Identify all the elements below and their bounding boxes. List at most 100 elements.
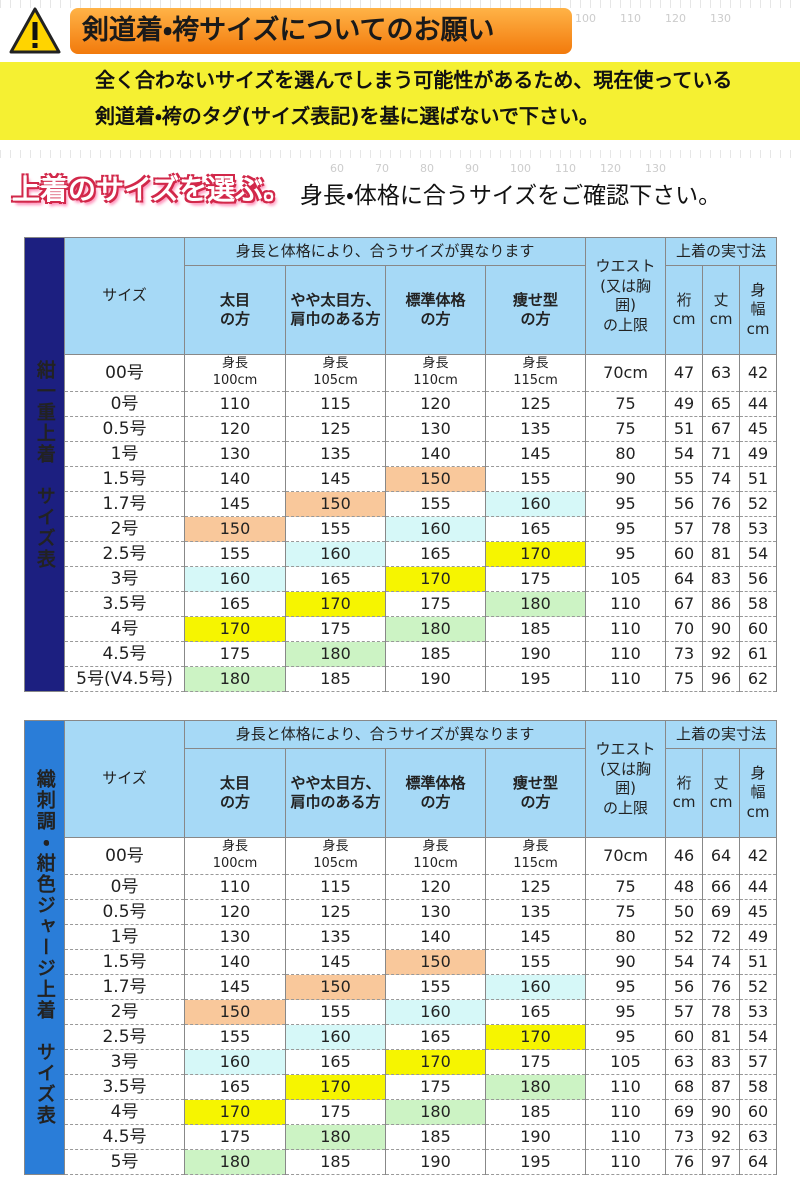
ruler-label: 120 xyxy=(600,162,621,175)
data-row: 2号 150 155 160 165 95 57 78 53 xyxy=(25,516,778,542)
section-text: 身長・体格に合うサイズをご確認下さい。 xyxy=(300,183,722,209)
text-line: の方 xyxy=(219,793,250,811)
size-cell: 5号 xyxy=(64,1149,185,1175)
text-line: の方 xyxy=(420,793,451,811)
ruler-label: 100 xyxy=(510,162,531,175)
measure-header: 裄 cm xyxy=(665,265,704,355)
value-cell: 135 xyxy=(484,899,587,925)
body-type-header: 痩せ型 の方 xyxy=(484,748,587,838)
size-cell: 1.7号 xyxy=(64,491,185,517)
value-cell: 120 xyxy=(184,416,286,442)
value-cell: 110 xyxy=(585,616,667,642)
size-cell: 0号 xyxy=(64,391,185,417)
side-label: 織刺調・紺色ジャージ上着 サイズ表 xyxy=(24,720,65,1175)
value-cell: 190 xyxy=(385,666,486,692)
value-cell: 63 xyxy=(739,1124,778,1150)
text-line: (又は胸 xyxy=(600,276,651,295)
value-cell: 180 xyxy=(484,1074,587,1100)
data-row: 1.7号 145 150 155 160 95 56 76 52 xyxy=(25,974,778,1000)
value-cell: 170 xyxy=(385,566,486,592)
value-cell: 95 xyxy=(585,999,667,1025)
value-cell: 110 xyxy=(184,874,286,900)
text-line: の上限 xyxy=(603,798,649,817)
text-line: 肩巾のある方 xyxy=(290,310,381,328)
body-type-header: 太目 の方 xyxy=(184,265,286,355)
value-cell: 身長 115cm xyxy=(484,837,587,875)
value-cell: 160 xyxy=(184,566,286,592)
value-cell: 160 xyxy=(285,1024,386,1050)
value-cell: 185 xyxy=(385,641,486,667)
text-line: 115cm xyxy=(513,856,558,871)
value-cell: 62 xyxy=(739,666,778,692)
value-cell: 44 xyxy=(739,874,778,900)
value-cell: 140 xyxy=(184,949,286,975)
value-cell: 46 xyxy=(665,837,704,875)
value-cell: 155 xyxy=(484,466,587,492)
value-cell: 185 xyxy=(385,1124,486,1150)
measure-header: 丈 cm xyxy=(702,265,741,355)
size-cell: 3.5号 xyxy=(64,591,185,617)
value-cell: 120 xyxy=(184,899,286,925)
value-cell: 97 xyxy=(702,1149,741,1175)
value-cell: 170 xyxy=(285,1074,386,1100)
data-row: 2号 150 155 160 165 95 57 78 53 xyxy=(25,999,778,1025)
text-line: 身長 xyxy=(422,356,449,372)
value-cell: 175 xyxy=(385,591,486,617)
value-cell: 150 xyxy=(285,491,386,517)
value-cell: 165 xyxy=(285,566,386,592)
section-heading: 上着のサイズを選ぶ。 身長・体格に合うサイズをご確認下さい。 xyxy=(0,160,800,216)
text-line: の上限 xyxy=(603,315,649,334)
value-cell: 54 xyxy=(665,949,704,975)
value-cell: 52 xyxy=(665,924,704,950)
text-line: の方 xyxy=(420,310,451,328)
text-line: cm xyxy=(746,319,770,338)
header-cell: 身長と体格により、合うサイズが異なります xyxy=(183,237,587,266)
value-cell: 68 xyxy=(665,1074,704,1100)
value-cell: 110 xyxy=(585,591,667,617)
value-cell: 110 xyxy=(184,391,286,417)
value-cell: 160 xyxy=(285,541,386,567)
value-cell: 身長 100cm xyxy=(184,837,286,875)
value-cell: 180 xyxy=(285,1124,386,1150)
measure-header: 身幅 cm xyxy=(739,265,778,355)
data-row: 1.7号 145 150 155 160 95 56 76 52 xyxy=(25,491,778,517)
value-cell: 95 xyxy=(585,491,667,517)
text-line: 身 xyxy=(750,763,766,782)
value-cell: 155 xyxy=(385,974,486,1000)
ruler-label: 100 xyxy=(575,12,596,25)
size-cell: 0.5号 xyxy=(64,899,185,925)
data-row: 0号 110 115 120 125 75 48 66 44 xyxy=(25,874,778,900)
value-cell: 86 xyxy=(702,591,741,617)
text-line: 標準体格 xyxy=(405,290,466,309)
warning-icon xyxy=(9,7,61,54)
value-cell: 64 xyxy=(739,1149,778,1175)
value-cell: 190 xyxy=(484,1124,587,1150)
ruler-label: 110 xyxy=(620,12,641,25)
value-cell: 身長 110cm xyxy=(385,837,486,875)
value-cell: 180 xyxy=(184,1149,286,1175)
value-cell: 110 xyxy=(585,1124,667,1150)
size-cell: 1.7号 xyxy=(64,974,185,1000)
value-cell: 135 xyxy=(285,441,386,467)
text-line: 囲) xyxy=(615,296,636,314)
value-cell: 180 xyxy=(184,666,286,692)
value-cell: 170 xyxy=(385,1049,486,1075)
text-line: 丈 xyxy=(713,290,729,309)
section-label: 上着のサイズを選ぶ。 xyxy=(12,173,292,206)
value-cell: 155 xyxy=(484,949,587,975)
value-cell: 150 xyxy=(385,949,486,975)
value-cell: 150 xyxy=(285,974,386,1000)
ruler-label: 120 xyxy=(665,12,686,25)
value-cell: 42 xyxy=(739,837,778,875)
notice: 全く合わないサイズを選んでしまう可能性があるため、現在使っている 剣道着・袴のタ… xyxy=(0,62,800,140)
value-cell: 51 xyxy=(665,416,704,442)
value-cell: 78 xyxy=(702,516,741,542)
value-cell: 150 xyxy=(184,516,286,542)
text-line: 幅 xyxy=(750,300,766,319)
value-cell: 74 xyxy=(702,949,741,975)
value-cell: 75 xyxy=(585,874,667,900)
value-cell: 110 xyxy=(585,1074,667,1100)
value-cell: 165 xyxy=(484,999,587,1025)
value-cell: 51 xyxy=(739,949,778,975)
value-cell: 170 xyxy=(184,1099,286,1125)
